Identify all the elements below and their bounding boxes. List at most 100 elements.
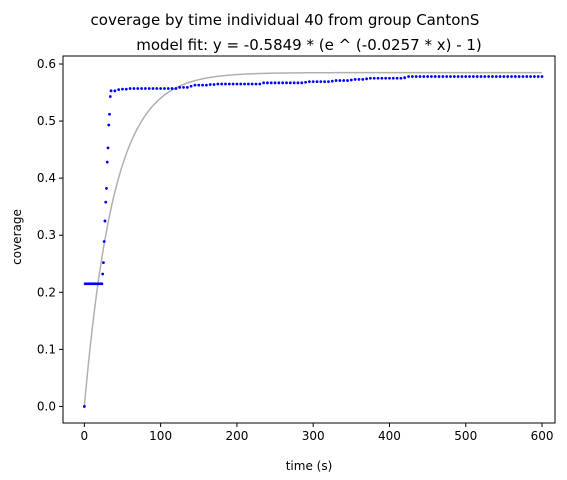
data-point <box>422 75 426 78</box>
x-tick-label: 300 <box>302 429 325 443</box>
data-point <box>483 75 487 78</box>
data-point <box>239 82 243 86</box>
data-point <box>361 78 365 81</box>
data-point <box>498 75 502 78</box>
data-point <box>277 81 281 85</box>
data-point <box>391 76 395 80</box>
data-point <box>395 76 399 80</box>
data-point <box>487 75 491 78</box>
data-point <box>468 75 471 78</box>
data-point <box>185 85 189 89</box>
axis-ticks: 0 100 200 300 400 500 600 0.0 0.1 0.2 0.3 0.4 0.5 0.6 <box>37 57 554 443</box>
data-point <box>296 81 300 85</box>
data-point <box>108 112 111 116</box>
y-tick-label: 0.5 <box>37 114 56 128</box>
data-point <box>315 80 319 84</box>
data-point <box>128 87 132 90</box>
y-tick-label: 0.1 <box>37 342 56 356</box>
data-point <box>311 80 315 84</box>
data-point <box>327 80 330 84</box>
data-point <box>376 76 380 80</box>
data-point <box>151 87 155 90</box>
data-point <box>384 76 388 80</box>
plot-marks <box>82 71 544 408</box>
data-point <box>292 81 296 85</box>
data-point <box>193 83 197 87</box>
data-point <box>107 123 111 127</box>
chart-title: coverage by time individual 40 from grou… <box>91 11 480 29</box>
data-point <box>452 75 456 78</box>
data-point <box>220 82 224 86</box>
data-point <box>540 75 544 78</box>
y-tick-label: 0.4 <box>37 171 56 185</box>
y-axis-label: coverage <box>10 209 24 265</box>
data-point <box>155 87 159 90</box>
data-point <box>433 75 437 78</box>
data-point <box>254 82 258 86</box>
data-point <box>330 79 334 83</box>
data-point <box>353 78 357 81</box>
x-tick-label: 600 <box>531 429 554 443</box>
data-point <box>517 75 521 78</box>
data-point <box>502 75 506 78</box>
data-point <box>399 76 403 80</box>
data-point <box>418 75 422 78</box>
data-point <box>441 75 445 78</box>
x-tick-label: 100 <box>149 429 172 443</box>
data-point <box>285 81 288 85</box>
y-tick-label: 0.2 <box>37 285 56 299</box>
data-point <box>243 82 246 86</box>
data-point <box>108 95 112 98</box>
data-point <box>456 75 460 78</box>
data-point <box>113 89 117 93</box>
data-point <box>102 261 105 265</box>
data-point <box>380 76 384 80</box>
data-point <box>182 85 185 89</box>
y-tick-label: 0.6 <box>37 57 56 71</box>
data-point <box>105 160 109 164</box>
data-point <box>159 87 163 90</box>
data-point <box>479 75 483 78</box>
data-point <box>407 75 410 78</box>
x-tick-label: 400 <box>378 429 401 443</box>
data-point <box>121 87 124 91</box>
data-point <box>235 82 239 86</box>
data-point <box>197 83 201 87</box>
data-point <box>369 76 372 80</box>
data-point <box>102 240 106 243</box>
data-point <box>258 82 262 86</box>
data-point <box>349 78 353 82</box>
data-point <box>288 81 292 85</box>
data-point <box>334 79 338 82</box>
data-point <box>216 82 220 86</box>
data-point <box>136 87 140 90</box>
data-point <box>529 75 532 78</box>
data-point <box>460 75 464 78</box>
data-point <box>106 146 110 150</box>
chart-subtitle: model fit: y = -0.5849 * (e ^ (-0.0257 *… <box>136 36 482 54</box>
data-point <box>521 75 525 78</box>
data-point <box>536 75 540 78</box>
data-point <box>319 80 323 84</box>
data-point <box>475 75 479 78</box>
data-point <box>414 75 418 78</box>
data-point <box>304 80 307 84</box>
data-point <box>449 75 452 78</box>
data-point <box>170 87 174 90</box>
data-point <box>372 76 376 80</box>
data-point <box>201 83 204 87</box>
data-point <box>491 75 494 78</box>
data-point <box>143 87 147 90</box>
data-point <box>273 81 277 85</box>
data-point <box>117 88 121 92</box>
data-point <box>323 80 327 84</box>
data-point <box>410 75 414 78</box>
data-point <box>103 219 107 223</box>
data-point <box>208 83 212 86</box>
data-point <box>494 75 498 78</box>
data-point <box>357 78 361 81</box>
data-point <box>346 79 349 82</box>
data-point <box>525 75 529 78</box>
data-point <box>269 81 273 85</box>
